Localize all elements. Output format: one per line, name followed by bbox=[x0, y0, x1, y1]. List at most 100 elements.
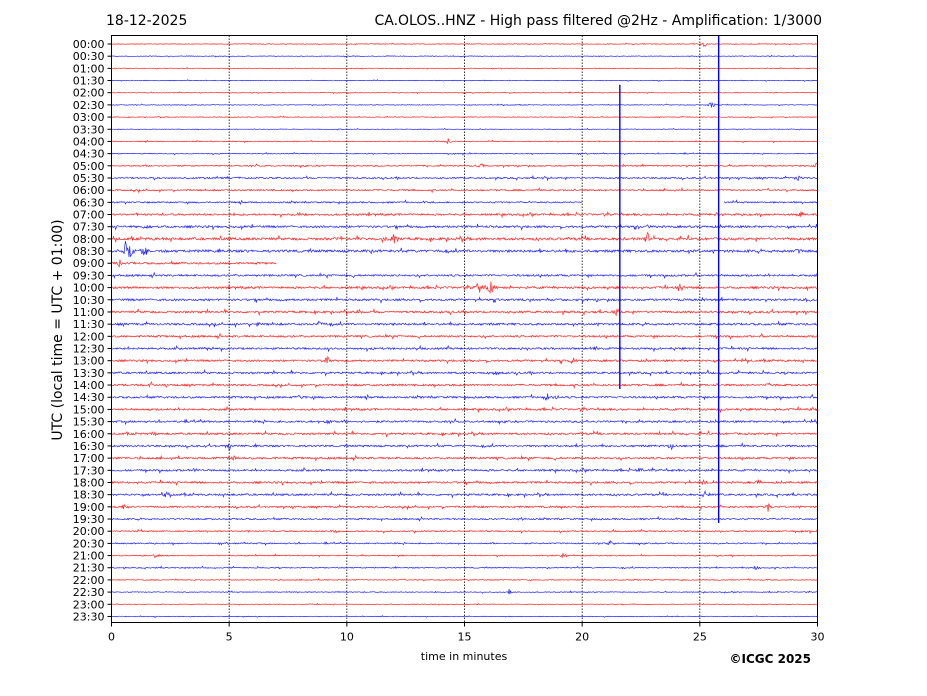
trace-row-2100 bbox=[111, 553, 818, 559]
trace-row-0700 bbox=[111, 210, 818, 219]
trace-row-1300 bbox=[111, 355, 818, 365]
y-tick-label: 09:00 bbox=[73, 257, 105, 270]
trace-row-0730 bbox=[111, 223, 818, 231]
y-tick-label: 19:30 bbox=[73, 513, 105, 526]
x-tick-label: 0 bbox=[108, 631, 115, 644]
trace-row-1600 bbox=[111, 429, 818, 438]
y-tick-label: 16:30 bbox=[73, 440, 105, 453]
y-tick-label: 18:00 bbox=[73, 476, 105, 489]
y-tick-label: 10:00 bbox=[73, 282, 105, 295]
y-tick-label: 03:00 bbox=[73, 111, 105, 124]
x-tick-label: 25 bbox=[693, 631, 707, 644]
trace-row-1730 bbox=[111, 466, 818, 475]
trace-row-1430 bbox=[111, 393, 818, 401]
trace-row-2200 bbox=[111, 578, 818, 582]
trace-row-0230 bbox=[111, 101, 818, 108]
y-tick-label: 20:00 bbox=[73, 525, 105, 538]
y-tick-label: 08:00 bbox=[73, 233, 105, 246]
y-axis-label: UTC (local time = UTC + 01:00) bbox=[50, 219, 66, 440]
y-tick-label: 19:00 bbox=[73, 501, 105, 514]
y-tick-label: 07:30 bbox=[73, 221, 105, 234]
y-tick-label: 15:30 bbox=[73, 416, 105, 429]
x-tick-label: 15 bbox=[458, 631, 472, 644]
x-tick-label: 5 bbox=[226, 631, 233, 644]
y-tick-label: 10:30 bbox=[73, 294, 105, 307]
trace-row-1100 bbox=[111, 307, 818, 317]
y-tick-label: 08:30 bbox=[73, 245, 105, 258]
trace-row-1030 bbox=[111, 296, 818, 304]
y-tick-label: 11:30 bbox=[73, 318, 105, 331]
y-tick-label: 20:30 bbox=[73, 537, 105, 550]
trace-row-2000 bbox=[111, 528, 818, 535]
trace-row-1700 bbox=[111, 454, 818, 462]
y-tick-label: 17:30 bbox=[73, 464, 105, 477]
x-axis-label: time in minutes bbox=[421, 650, 508, 663]
y-tick-label: 16:00 bbox=[73, 428, 105, 441]
trace-row-2030 bbox=[111, 540, 818, 547]
y-tick-label: 22:00 bbox=[73, 574, 105, 587]
copyright-label: ©ICGC 2025 bbox=[729, 652, 811, 666]
y-tick-label: 22:30 bbox=[73, 586, 105, 599]
trace-row-0100 bbox=[111, 66, 818, 70]
trace-row-0030 bbox=[111, 54, 818, 58]
y-tick-label: 07:00 bbox=[73, 209, 105, 222]
trace-row-1900 bbox=[111, 503, 818, 512]
y-tick-label: 04:30 bbox=[73, 148, 105, 161]
y-tick-label: 13:00 bbox=[73, 355, 105, 368]
trace-row-1200 bbox=[111, 332, 818, 340]
x-tick-label: 30 bbox=[811, 631, 825, 644]
trace-row-1400 bbox=[111, 381, 818, 389]
trace-row-1800 bbox=[111, 479, 818, 487]
y-tick-label: 03:30 bbox=[73, 123, 105, 136]
y-tick-label: 15:00 bbox=[73, 403, 105, 416]
y-tick-label: 00:00 bbox=[73, 38, 105, 51]
y-tick-label: 14:00 bbox=[73, 379, 105, 392]
y-tick-label: 09:30 bbox=[73, 269, 105, 282]
y-tick-label: 04:00 bbox=[73, 135, 105, 148]
trace-row-0600 bbox=[111, 187, 818, 194]
trace-row-1930 bbox=[111, 515, 818, 522]
trace-row-1530 bbox=[111, 417, 818, 426]
y-tick-label: 18:30 bbox=[73, 489, 105, 502]
trace-row-0400 bbox=[111, 138, 818, 145]
y-tick-label: 12:00 bbox=[73, 330, 105, 343]
y-tick-label: 21:30 bbox=[73, 562, 105, 575]
trace-row-1500 bbox=[111, 405, 818, 414]
trace-row-0300 bbox=[111, 115, 818, 119]
trace-row-0800 bbox=[111, 231, 818, 244]
y-tick-label: 00:30 bbox=[73, 50, 105, 63]
y-tick-label: 12:30 bbox=[73, 343, 105, 356]
date-title: 18-12-2025 bbox=[106, 13, 187, 29]
y-tick-label: 01:00 bbox=[73, 62, 105, 75]
trace-row-0630 bbox=[111, 199, 818, 206]
y-tick-label: 14:30 bbox=[73, 391, 105, 404]
x-tick-label: 20 bbox=[575, 631, 589, 644]
y-tick-label: 06:00 bbox=[73, 184, 105, 197]
y-tick-label: 21:00 bbox=[73, 550, 105, 563]
y-tick-label: 02:30 bbox=[73, 99, 105, 112]
y-tick-label: 23:00 bbox=[73, 598, 105, 611]
trace-row-0000 bbox=[111, 42, 818, 48]
y-tick-label: 11:00 bbox=[73, 306, 105, 319]
y-tick-label: 06:30 bbox=[73, 196, 105, 209]
trace-row-0900 bbox=[111, 259, 277, 269]
y-tick-label: 01:30 bbox=[73, 75, 105, 88]
chart-title: CA.OLOS..HNZ - High pass filtered @2Hz -… bbox=[374, 13, 822, 29]
y-tick-label: 02:00 bbox=[73, 87, 105, 100]
trace-row-2230 bbox=[111, 589, 818, 595]
trace-row-0930 bbox=[111, 271, 818, 280]
trace-row-2330 bbox=[111, 614, 818, 618]
x-tick-label: 10 bbox=[340, 631, 354, 644]
trace-row-2300 bbox=[111, 602, 818, 606]
trace-row-0130 bbox=[111, 79, 818, 82]
trace-row-0530 bbox=[111, 174, 818, 182]
trace-row-0200 bbox=[111, 91, 818, 95]
y-tick-label: 05:30 bbox=[73, 172, 105, 185]
y-tick-label: 17:00 bbox=[73, 452, 105, 465]
trace-row-0430 bbox=[111, 151, 818, 156]
trace-row-1000 bbox=[111, 281, 818, 294]
y-tick-label: 05:00 bbox=[73, 160, 105, 173]
y-tick-label: 13:30 bbox=[73, 367, 105, 380]
